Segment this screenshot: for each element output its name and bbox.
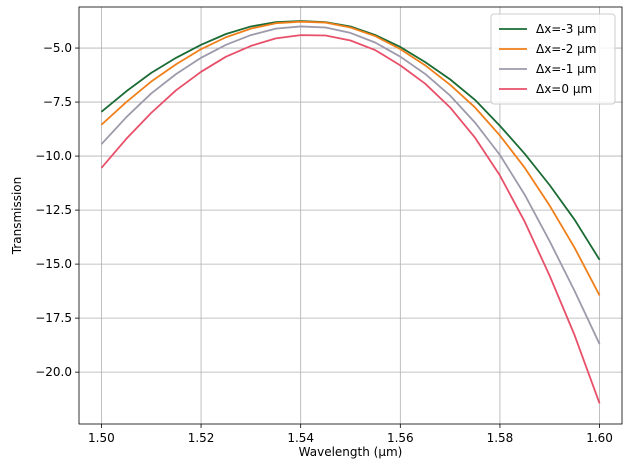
x-axis-label: Wavelength (μm) [299, 445, 403, 459]
x-tick-label: 1.52 [188, 431, 215, 445]
series-line [100, 20, 601, 296]
legend-label: Δx=0 μm [536, 82, 592, 96]
legend: Δx=-3 μm Δx=-2 μm Δx=-1 μm Δx=0 μm [490, 13, 616, 105]
x-tick-label: 1.60 [586, 431, 613, 445]
series-lines [100, 20, 601, 404]
y-tick-label: −17.5 [35, 311, 72, 325]
legend-frame [490, 13, 616, 105]
x-tick-label: 1.50 [88, 431, 115, 445]
y-tick-label: −15.0 [35, 257, 72, 271]
legend-label: Δx=-3 μm [536, 22, 596, 36]
series-line [100, 25, 601, 345]
legend-label: Δx=-1 μm [536, 62, 596, 76]
series-line [100, 34, 601, 404]
x-tick-label: 1.56 [387, 431, 414, 445]
y-tick-label: −5.0 [43, 41, 72, 55]
series-line [100, 20, 601, 261]
legend-label: Δx=-2 μm [536, 42, 596, 56]
x-tick-label: 1.54 [287, 431, 314, 445]
y-tick-label: −12.5 [35, 203, 72, 217]
y-axis-ticks: −5.0 −7.5 −10.0 −12.5 −15.0 −17.5 −20.0 [35, 41, 79, 379]
y-tick-label: −7.5 [43, 95, 72, 109]
y-tick-label: −10.0 [35, 149, 72, 163]
x-axis-ticks: 1.50 1.52 1.54 1.56 1.58 1.60 [88, 424, 613, 445]
y-tick-label: −20.0 [35, 365, 72, 379]
x-tick-label: 1.58 [487, 431, 514, 445]
y-axis-label: Transmission [10, 177, 24, 256]
plot-frame [78, 6, 623, 425]
